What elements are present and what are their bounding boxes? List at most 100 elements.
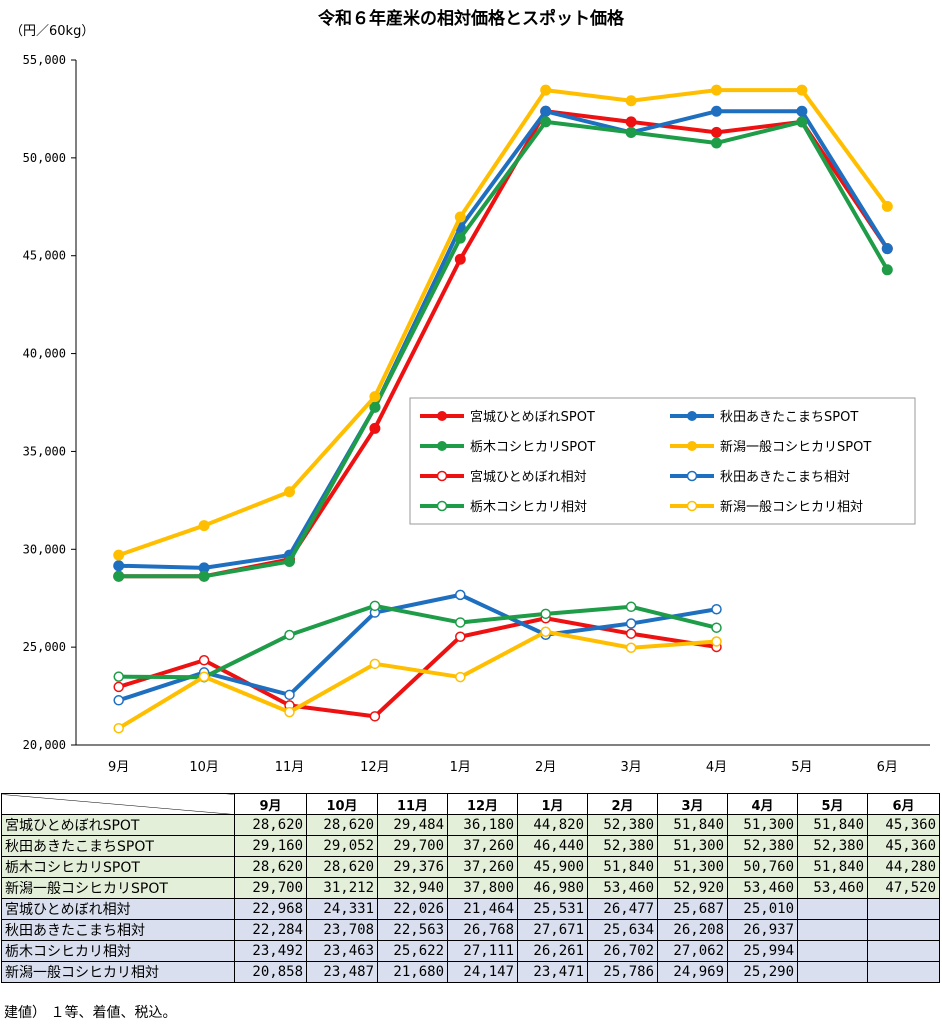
table-header-cell: 11月 xyxy=(377,793,448,815)
chart-title: 令和６年産米の相対価格とスポット価格 xyxy=(318,9,624,29)
table-cell: 53,460 xyxy=(727,877,798,899)
table-cell: 45,360 xyxy=(867,835,940,857)
row-label: 宮城ひとめぼれ相対 xyxy=(1,898,235,920)
table-cell: 46,440 xyxy=(517,835,588,857)
table-cell: 25,290 xyxy=(727,961,798,983)
data-point xyxy=(284,689,295,701)
table-cell: 37,800 xyxy=(447,877,518,899)
x-tick-label: 6月 xyxy=(877,760,898,775)
legend-marker xyxy=(436,470,448,482)
data-point xyxy=(540,626,551,638)
y-axis-unit-label: （円／60kg） xyxy=(10,24,95,39)
table-cell xyxy=(797,961,868,983)
table-cell: 23,463 xyxy=(306,940,378,962)
data-point xyxy=(454,232,466,244)
data-point xyxy=(454,211,466,223)
table-cell: 24,147 xyxy=(447,961,518,983)
table-cell: 53,460 xyxy=(797,877,868,899)
legend-marker xyxy=(687,441,697,451)
table-cell: 51,840 xyxy=(797,856,868,878)
table-cell: 24,969 xyxy=(657,961,728,983)
line-chart: 20,000 25,000 30,000 35,000 40,000 45,000 50,0… xyxy=(23,53,930,775)
series-line xyxy=(118,109,889,570)
table-cell: 22,563 xyxy=(377,919,448,941)
data-point xyxy=(369,711,381,722)
row-label: 新潟一般コシヒカリ相対 xyxy=(1,961,235,983)
table-row: 宮城ひとめぼれ相対 22,968 24,331 22,026 21,464 25,531 2… xyxy=(1,898,940,920)
data-point xyxy=(711,84,722,96)
table-header-cell: 4月 xyxy=(727,793,798,815)
data-point xyxy=(625,126,637,138)
table-header-cell: 12月 xyxy=(447,793,518,815)
y-tick-label: 50,000 xyxy=(23,151,66,165)
table-cell: 51,840 xyxy=(587,856,658,878)
legend-label: 秋田あきたこまち相対 xyxy=(720,470,850,485)
legend-marker xyxy=(436,500,448,512)
table-header-cell: 10月 xyxy=(306,793,378,815)
y-tick-label: 20,000 xyxy=(23,738,66,752)
table-header-cell: 1月 xyxy=(517,793,588,815)
data-point xyxy=(454,253,466,265)
table-cell: 36,180 xyxy=(447,814,518,836)
table-cell: 23,487 xyxy=(306,961,378,983)
data-point xyxy=(284,486,295,498)
table-cell xyxy=(797,898,868,920)
data-point xyxy=(540,608,551,620)
data-point xyxy=(455,617,466,628)
data-point xyxy=(369,658,381,670)
data-point xyxy=(113,681,124,693)
table-row: 新潟一般コシヒカリSPOT 29,700 31,212 32,940 37,800 46,… xyxy=(1,877,940,899)
table-cell: 52,380 xyxy=(587,835,658,857)
data-point xyxy=(113,570,125,582)
data-point xyxy=(625,628,637,639)
data-point xyxy=(284,629,295,641)
row-label: 新潟一般コシヒカリSPOT xyxy=(1,877,235,899)
table-cell: 52,380 xyxy=(587,814,658,836)
table-cell: 29,376 xyxy=(377,856,448,878)
data-point xyxy=(711,105,722,117)
table-cell: 45,360 xyxy=(867,814,940,836)
x-tick-label: 12月 xyxy=(360,760,390,775)
table-cell: 44,820 xyxy=(517,814,588,836)
data-point xyxy=(711,622,722,633)
data-point xyxy=(625,116,637,128)
table-cell xyxy=(867,919,940,941)
table-cell: 27,062 xyxy=(657,940,728,962)
data-point xyxy=(796,105,808,117)
table-row: 栃木コシヒカリ相対 23,492 23,463 25,622 27,111 26,261 2… xyxy=(1,940,940,962)
data-point xyxy=(625,618,637,629)
table-cell: 27,111 xyxy=(447,940,518,962)
table-cell: 29,700 xyxy=(234,877,307,899)
data-point xyxy=(711,137,722,149)
table-cell: 23,708 xyxy=(306,919,378,941)
data-point xyxy=(711,126,722,138)
table-cell: 51,300 xyxy=(657,835,728,857)
table-cell: 23,471 xyxy=(517,961,588,983)
table-cell: 28,620 xyxy=(306,856,378,878)
table-header-cell: 6月 xyxy=(867,793,940,815)
data-point xyxy=(198,654,210,666)
table-header-cell: 5月 xyxy=(797,793,868,815)
data-point xyxy=(198,570,210,582)
footnote: 建値） １等、着値、税込。 xyxy=(4,1005,177,1021)
data-point xyxy=(198,520,210,532)
y-tick-label: 35,000 xyxy=(23,444,66,458)
table-cell: 37,260 xyxy=(447,856,518,878)
data-point xyxy=(284,706,295,718)
legend-marker xyxy=(437,411,447,421)
x-tick-label: 10月 xyxy=(189,760,219,775)
table-cell: 50,760 xyxy=(727,856,798,878)
series-line xyxy=(118,603,717,680)
table-cell: 25,622 xyxy=(377,940,448,962)
table-cell: 29,052 xyxy=(306,835,378,857)
table-cell: 28,620 xyxy=(234,814,307,836)
table-cell: 20,858 xyxy=(234,961,307,983)
table-corner-cell xyxy=(1,793,235,815)
data-point xyxy=(369,600,381,612)
table-row: 宮城ひとめぼれSPOT 28,620 28,620 29,484 36,180 44,82… xyxy=(1,814,940,836)
table-header-cell: 3月 xyxy=(657,793,728,815)
data-point xyxy=(455,671,466,683)
series-line xyxy=(118,88,889,558)
table-cell: 22,968 xyxy=(234,898,307,920)
y-tick-label: 30,000 xyxy=(23,542,66,556)
